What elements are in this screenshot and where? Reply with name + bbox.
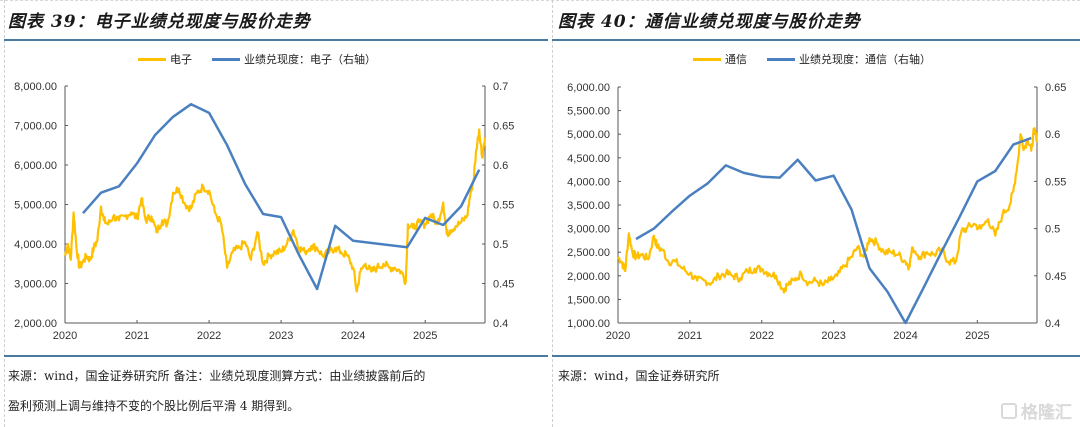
y-tick-label-left: 5,500.00 bbox=[567, 106, 610, 118]
y-tick-label-right: 0.5 bbox=[1045, 224, 1060, 236]
legend-right: 通信 业绩兑现度：通信（右轴） bbox=[693, 51, 951, 67]
y-tick-label-left: 2,000.00 bbox=[14, 318, 57, 330]
x-tick-label: 2024 bbox=[893, 330, 917, 342]
y-tick-label-left: 6,000.00 bbox=[567, 82, 610, 94]
title-rule-right bbox=[552, 39, 1080, 41]
chart-right: 1,000.00 1,500.00 2,000.00 2,500.00 3,000.00… bbox=[567, 82, 1066, 342]
y-tick-label-right: 0.6 bbox=[493, 160, 508, 172]
x-tick-label: 2025 bbox=[965, 330, 989, 342]
y-tick-label-left: 3,000.00 bbox=[567, 224, 610, 236]
legend-swatch-yellow bbox=[138, 57, 166, 61]
y-tick-label-right: 0.4 bbox=[493, 318, 508, 330]
legend-left: 电子 业绩兑现度：电子（右轴） bbox=[138, 51, 396, 67]
legend-swatch-yellow bbox=[693, 57, 721, 61]
y-tick-label-right: 0.65 bbox=[493, 121, 514, 133]
y-tick-label-left: 1,500.00 bbox=[567, 294, 610, 306]
x-tick-label: 2021 bbox=[678, 330, 702, 342]
y-tick-label-right: 0.6 bbox=[1045, 129, 1060, 141]
legend-swatch-blue bbox=[212, 57, 240, 61]
chart-left: 2,000.00 3,000.00 4,000.00 5,000.00 6,000.00… bbox=[14, 81, 514, 342]
legend-label: 业绩兑现度：电子（右轴） bbox=[244, 53, 376, 66]
y-tick-label-left: 3,000.00 bbox=[14, 279, 57, 291]
top-border bbox=[0, 0, 1080, 1]
x-tick-label: 2022 bbox=[197, 330, 221, 342]
source-note-line1: 来源：wind，国金证券研究所 备注：业绩兑现度测算方式：由业绩披露前后的 bbox=[8, 369, 426, 383]
legend-item-ratio: 业绩兑现度：电子（右轴） bbox=[212, 51, 376, 67]
chart-title-right: 图表 40：通信业绩兑现度与股价走势 bbox=[558, 12, 861, 32]
series-line-ratio bbox=[635, 136, 1032, 325]
y-tick-label-left: 5,000.00 bbox=[567, 129, 610, 141]
legend-item-price: 通信 bbox=[693, 51, 747, 67]
panel-divider bbox=[552, 0, 553, 427]
legend-item-price: 电子 bbox=[138, 51, 192, 67]
y-tick-label-left: 5,000.00 bbox=[14, 200, 57, 212]
y-tick-label-left: 6,000.00 bbox=[14, 160, 57, 172]
y-tick-label-right: 0.55 bbox=[493, 200, 514, 212]
left-border bbox=[4, 0, 5, 427]
x-tick-label: 2020 bbox=[53, 330, 77, 342]
logo-icon bbox=[1001, 402, 1017, 419]
legend-item-ratio: 业绩兑现度：通信（右轴） bbox=[767, 51, 931, 67]
y-tick-label-left: 1,000.00 bbox=[567, 318, 610, 330]
y-tick-label-right: 0.65 bbox=[1045, 82, 1066, 94]
y-tick-label-left: 8,000.00 bbox=[14, 81, 57, 93]
y-tick-label-left: 2,500.00 bbox=[567, 247, 610, 259]
y-tick-label-right: 0.5 bbox=[493, 239, 508, 251]
y-tick-label-left: 2,000.00 bbox=[567, 271, 610, 283]
y-tick-label-right: 0.55 bbox=[1045, 176, 1066, 188]
x-tick-label: 2021 bbox=[125, 330, 149, 342]
source-note-line2: 盈利预测上调与维持不变的个股比例后平滑 4 期得到。 bbox=[8, 399, 300, 413]
x-tick-label: 2020 bbox=[606, 330, 630, 342]
y-tick-label-right: 0.4 bbox=[1045, 318, 1060, 330]
y-tick-label-left: 3,500.00 bbox=[567, 200, 610, 212]
watermark-logo: 格隆汇 bbox=[1001, 398, 1072, 423]
watermark-text: 格隆汇 bbox=[1021, 403, 1072, 423]
y-tick-label-left: 4,500.00 bbox=[567, 153, 610, 165]
source-rule-left bbox=[4, 355, 548, 357]
legend-label: 业绩兑现度：通信（右轴） bbox=[799, 53, 931, 66]
legend-label: 电子 bbox=[170, 53, 192, 66]
y-tick-label-left: 4,000.00 bbox=[14, 239, 57, 251]
x-tick-label: 2023 bbox=[269, 330, 293, 342]
source-note-right: 来源：wind，国金证券研究所 bbox=[558, 369, 720, 383]
x-tick-label: 2023 bbox=[821, 330, 845, 342]
y-tick-label-right: 0.45 bbox=[1045, 271, 1066, 283]
source-rule-right bbox=[552, 355, 1080, 357]
chart-title-left: 图表 39：电子业绩兑现度与股价走势 bbox=[8, 12, 311, 32]
y-tick-label-right: 0.45 bbox=[493, 279, 514, 291]
legend-label: 通信 bbox=[725, 53, 747, 66]
series-line-price bbox=[63, 128, 487, 293]
legend-swatch-blue bbox=[767, 57, 795, 61]
x-tick-label: 2022 bbox=[749, 330, 773, 342]
x-tick-label: 2024 bbox=[341, 330, 365, 342]
series-line-price bbox=[617, 127, 1039, 294]
title-rule-left bbox=[4, 39, 548, 41]
y-tick-label-left: 4,000.00 bbox=[567, 176, 610, 188]
y-tick-label-left: 7,000.00 bbox=[14, 121, 57, 133]
y-tick-label-right: 0.7 bbox=[493, 81, 508, 93]
x-tick-label: 2025 bbox=[413, 330, 437, 342]
